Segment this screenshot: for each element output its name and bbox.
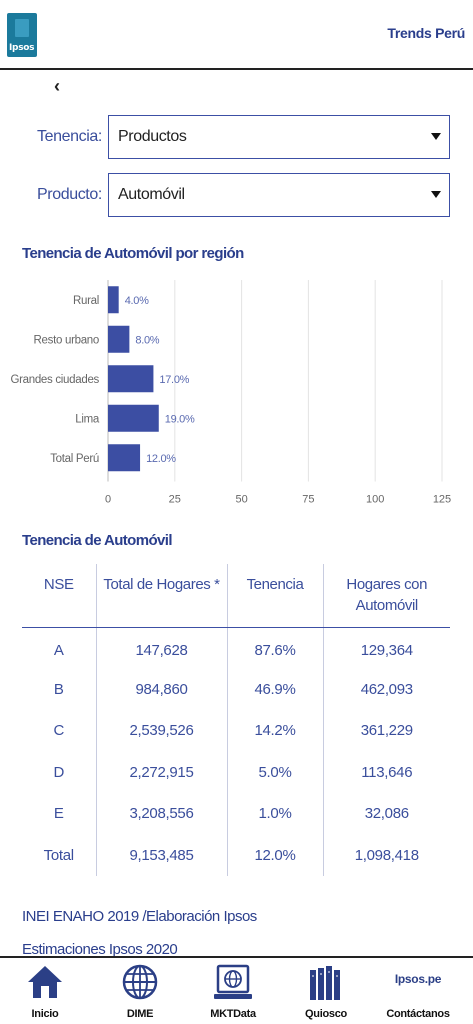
cell-nse: E bbox=[22, 793, 97, 835]
x-tick-label: 100 bbox=[366, 494, 384, 506]
cell-hogares-con: 32,086 bbox=[364, 805, 409, 823]
dropdown-arrow-icon bbox=[431, 133, 441, 140]
category-label: Lima bbox=[75, 413, 100, 425]
nav-label-dime: DIME bbox=[126, 1008, 154, 1020]
x-tick-label: 75 bbox=[302, 494, 314, 506]
cell-total-hogares: 147,628 bbox=[96, 627, 228, 669]
cell-tenencia: 14.2% bbox=[227, 710, 324, 752]
table-title: Tenencia de Automóvil bbox=[22, 532, 173, 549]
top-bar: Ipsos Trends Perú bbox=[0, 0, 473, 70]
col-header-hogares-con-automovil: Hogares con Automóvil bbox=[323, 564, 450, 628]
table-row: A 147,628 87.6% 129,364 bbox=[22, 627, 450, 669]
cell-nse: B bbox=[22, 668, 97, 710]
table-row-total: Total 9,153,485 12.0% 1,098,418 bbox=[22, 834, 450, 876]
table-row: B 984,860 46.9% 462,093 bbox=[22, 668, 450, 710]
bar bbox=[108, 404, 159, 432]
nav-item-mktdata[interactable]: MKTData bbox=[193, 958, 273, 1024]
bar-value-label: 4.0% bbox=[125, 295, 149, 307]
ipsos-logo[interactable]: Ipsos bbox=[7, 13, 37, 57]
producto-select-value: Automóvil bbox=[118, 186, 185, 203]
nav-label-quiosco: Quiosco bbox=[305, 1008, 347, 1020]
cell-hogares-con: 113,646 bbox=[361, 763, 413, 781]
cell-nse: D bbox=[22, 751, 97, 793]
table-row: D 2,272,915 5.0% 113,646 bbox=[22, 751, 450, 793]
cell-tenencia: 1.0% bbox=[227, 793, 324, 835]
cell-tenencia: 46.9% bbox=[227, 668, 324, 710]
cell-hogares-con: 361,229 bbox=[360, 722, 413, 740]
bar-chart: 0 25 50 75 100 125 Rural 4.0% Resto urbano 8.0% Gr… bbox=[0, 280, 473, 510]
cell-tenencia: 5.0% bbox=[227, 751, 324, 793]
estimates-note: Estimaciones Ipsos 2020 bbox=[22, 941, 178, 958]
producto-select[interactable]: Automóvil bbox=[108, 173, 450, 217]
cell-nse: C bbox=[22, 710, 97, 752]
data-table: NSE Total de Hogares * Tenencia Hogares … bbox=[22, 564, 450, 876]
x-tick-label: 50 bbox=[235, 494, 247, 506]
cell-total-hogares: 2,272,915 bbox=[96, 751, 228, 793]
cell-total-hogares: 984,860 bbox=[96, 668, 228, 710]
cell-total-hogares: 9,153,485 bbox=[96, 834, 228, 876]
col-header-nse: NSE bbox=[22, 564, 97, 628]
bar bbox=[108, 286, 119, 314]
logo-text: Ipsos bbox=[9, 43, 35, 53]
cell-tenencia: 12.0% bbox=[227, 834, 324, 876]
cell-hogares-con: 462,093 bbox=[360, 680, 413, 698]
category-label: Resto urbano bbox=[34, 334, 99, 346]
magazines-icon bbox=[310, 966, 340, 1000]
nav-item-inicio[interactable]: Inicio bbox=[5, 958, 85, 1024]
category-label: Rural bbox=[73, 295, 99, 307]
bar bbox=[108, 365, 154, 393]
nav-item-contactanos[interactable]: Ipsos.pe Contáctanos bbox=[378, 958, 458, 1024]
tenencia-select[interactable]: Productos bbox=[108, 115, 450, 159]
app-title: Trends Perú bbox=[387, 25, 465, 41]
nav-item-quiosco[interactable]: Quiosco bbox=[286, 958, 366, 1024]
category-label: Grandes ciudades bbox=[10, 374, 99, 386]
bar-value-label: 12.0% bbox=[146, 453, 176, 465]
tenencia-label: Tenencia: bbox=[37, 128, 102, 145]
cell-total-hogares: 2,539,526 bbox=[96, 710, 228, 752]
chart-title: Tenencia de Automóvil por región bbox=[22, 245, 244, 262]
table-header-row: NSE Total de Hogares * Tenencia Hogares … bbox=[22, 564, 450, 628]
cell-total-hogares: 3,208,556 bbox=[96, 793, 228, 835]
bar-chart-svg: 0 25 50 75 100 125 Rural 4.0% Resto urbano 8.0% Gr… bbox=[10, 280, 451, 506]
col-header-tenencia: Tenencia bbox=[227, 564, 324, 628]
ipsos-pe-icon: Ipsos.pe bbox=[394, 972, 442, 986]
nav-item-dime[interactable]: DIME bbox=[100, 958, 180, 1024]
bar-value-label: 19.0% bbox=[165, 413, 195, 425]
nav-label-inicio: Inicio bbox=[31, 1008, 59, 1020]
bar-value-label: 8.0% bbox=[135, 334, 159, 346]
back-chevron-icon[interactable]: ‹ bbox=[54, 76, 60, 96]
dropdown-arrow-icon bbox=[431, 191, 441, 198]
source-note: INEI ENAHO 2019 /Elaboración Ipsos bbox=[22, 908, 257, 925]
globe-icon bbox=[122, 964, 158, 1000]
category-label: Total Perú bbox=[50, 453, 99, 465]
cell-nse: A bbox=[22, 627, 97, 669]
x-tick-label: 0 bbox=[105, 494, 111, 506]
producto-label: Producto: bbox=[37, 186, 102, 203]
cell-tenencia: 87.6% bbox=[227, 627, 324, 669]
tenencia-select-value: Productos bbox=[118, 128, 187, 145]
table-row: E 3,208,556 1.0% 32,086 bbox=[22, 793, 450, 835]
laptop-globe-icon bbox=[214, 964, 252, 999]
cell-hogares-con: 129,364 bbox=[360, 641, 413, 659]
table-row: C 2,539,526 14.2% 361,229 bbox=[22, 710, 450, 752]
col-header-total-hogares: Total de Hogares * bbox=[96, 564, 228, 628]
x-tick-label: 125 bbox=[433, 494, 451, 506]
bar bbox=[108, 444, 141, 472]
bottom-nav: Inicio DIME MKTData bbox=[0, 956, 473, 1024]
nav-label-mktdata: MKTData bbox=[210, 1008, 256, 1020]
x-tick-label: 25 bbox=[169, 494, 181, 506]
bar bbox=[108, 325, 130, 353]
nav-label-contactanos: Contáctanos bbox=[386, 1008, 450, 1020]
home-icon bbox=[28, 966, 62, 998]
bar-value-label: 17.0% bbox=[159, 374, 189, 386]
cell-hogares-con: 1,098,418 bbox=[354, 846, 419, 864]
cell-nse: Total bbox=[22, 834, 97, 876]
